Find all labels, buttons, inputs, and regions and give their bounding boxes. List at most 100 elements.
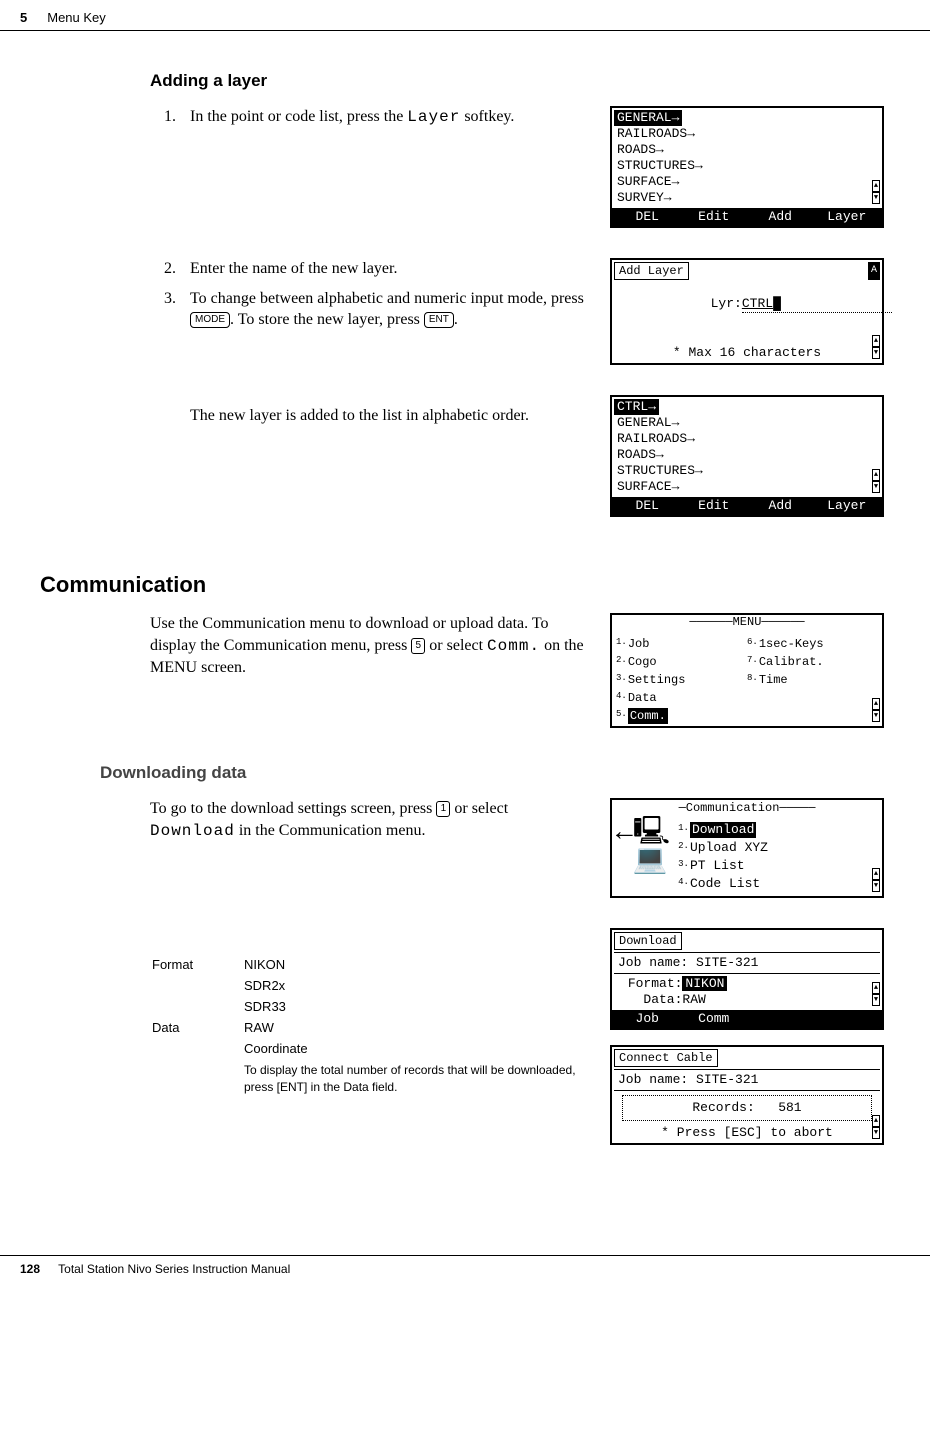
step-list-1: In the point or code list, press the Lay…	[150, 106, 595, 129]
lcd-cable-job: Job name: SITE-321	[614, 1069, 880, 1091]
scroll-indicator-3: ▲▼	[872, 469, 880, 493]
post-row: The new layer is added to the list in al…	[150, 395, 890, 532]
key-1: 1	[436, 801, 450, 817]
menu-title-text: MENU	[733, 615, 762, 629]
dl-format-value: NIKON	[682, 976, 727, 991]
opt-data-0: RAW	[244, 1018, 593, 1037]
step23-row: Enter the name of the new layer. To chan…	[150, 258, 890, 380]
lcd-layer-list-2: CTRL→ GENERAL→ RAILROADS→ ROADS→ STRUCTU…	[610, 395, 884, 517]
step1-row: In the point or code list, press the Lay…	[150, 106, 890, 243]
lcd-layer-list-1: GENERAL→ RAILROADS→ ROADS→ STRUCTURES→ S…	[610, 106, 884, 228]
scroll-indicator-menu: ▲▼	[872, 698, 880, 722]
dl-intro-row: To go to the download settings screen, p…	[150, 798, 890, 913]
lcd3-f2: Add	[747, 498, 814, 514]
dl-data-value: RAW	[682, 992, 705, 1007]
menu-l4-selected: Comm.	[628, 708, 668, 724]
cable-job-label: Job name:	[618, 1072, 688, 1087]
dl-format-row: Format:NIKON	[614, 976, 880, 992]
dl-f1: Comm	[681, 1011, 748, 1027]
content-area: Adding a layer In the point or code list…	[0, 31, 930, 1195]
step1-text-b: softkey.	[460, 108, 514, 125]
dl-c: in the Communication menu.	[235, 822, 426, 839]
menu-l0: Job	[628, 637, 650, 651]
lcd1-line2: ROADS→	[614, 142, 880, 158]
page-number: 128	[20, 1262, 40, 1276]
step-list-2: Enter the name of the new layer. To chan…	[150, 258, 595, 331]
lcd2-value: CTRL	[742, 296, 773, 311]
lcd-menu: ──────MENU────── 1.Job 2.Cogo 3.Settings…	[610, 613, 884, 728]
layer-softkey-label: Layer	[407, 108, 460, 126]
dl-f0: Job	[614, 1011, 681, 1027]
cable-hint: * Press [ESC] to abort	[614, 1125, 880, 1141]
dl-job-value: SITE-321	[696, 955, 758, 970]
lcd1-line4: SURFACE→	[614, 174, 880, 190]
lcd-cable-title: Connect Cable	[614, 1049, 718, 1067]
lcd1-f0: DEL	[614, 209, 681, 225]
lcd-connect-cable: Connect Cable Job name: SITE-321 Records…	[610, 1045, 884, 1145]
lcd3-f1: Edit	[681, 498, 748, 514]
records-box: Records: 581	[622, 1095, 872, 1121]
scroll-indicator-comm: ▲▼	[872, 868, 880, 892]
lcd-add-layer: A Add Layer Lyr:CTRL█ ▲▼ * Max 16 charac…	[610, 258, 884, 365]
heading-adding-layer: Adding a layer	[150, 71, 890, 91]
heading-communication: Communication	[40, 572, 890, 598]
lcd2-field: Lyr:CTRL█	[614, 280, 880, 329]
mode-key: MODE	[190, 312, 230, 328]
step3: To change between alphabetic and numeric…	[180, 288, 595, 331]
adding-post-text: The new layer is added to the list in al…	[150, 405, 595, 427]
cable-job-value: SITE-321	[696, 1072, 758, 1087]
lcd1-line5: SURVEY→	[614, 190, 880, 206]
lcd3-footer: DEL Edit Add Layer	[612, 497, 882, 515]
lcd-menu-title: ──────MENU──────	[612, 613, 882, 630]
lcd1-f2: Add	[747, 209, 814, 225]
menu-l3: Data	[628, 691, 657, 705]
lcd1-line3: STRUCTURES→	[614, 158, 880, 174]
ent-key: ENT	[424, 312, 454, 328]
options-table: Format NIKON SDR2x SDR33 Data RAW Coordi…	[150, 953, 595, 1100]
dl-mono: Download	[150, 822, 235, 840]
lcd1-line0: GENERAL→	[614, 110, 682, 126]
computer-icon: ←🖳 💻	[616, 820, 670, 876]
opt-note: To display the total number of records t…	[244, 1060, 593, 1098]
heading-downloading: Downloading data	[100, 763, 890, 783]
menu-r0: 1sec-Keys	[759, 637, 824, 651]
page-footer: 128 Total Station Nivo Series Instructio…	[0, 1255, 930, 1282]
scroll-indicator-2: ▲▼	[872, 335, 880, 359]
lcd1-f1: Edit	[681, 209, 748, 225]
comm-item1: Upload XYZ	[690, 840, 768, 855]
opt-format-0: NIKON	[244, 955, 593, 974]
comm-intro-row: Use the Communication menu to download o…	[150, 613, 890, 743]
page-header: 5 Menu Key	[0, 0, 930, 31]
menu-r2: Time	[759, 673, 788, 687]
comm-item3: Code List	[690, 876, 760, 891]
comm-list: 1.Download 2.Upload XYZ 3.PT List 4.Code…	[678, 820, 768, 892]
chapter-title: Menu Key	[47, 10, 106, 25]
step2: Enter the name of the new layer.	[180, 258, 595, 280]
lcd-dl-title: Download	[614, 932, 682, 950]
manual-title: Total Station Nivo Series Instruction Ma…	[58, 1262, 290, 1276]
lcd-communication: ─Communication───── ←🖳 💻 1.Download 2.Up…	[610, 798, 884, 898]
lcd3-line0: CTRL→	[614, 399, 659, 415]
menu-r1: Calibrat.	[759, 655, 824, 669]
opt-format-2: SDR33	[244, 997, 593, 1016]
lcd3-line1: GENERAL→	[614, 415, 880, 431]
lcd3-line3: ROADS→	[614, 447, 880, 463]
lcd-comm-title: Communication	[686, 801, 780, 815]
scroll-indicator: ▲▼	[872, 180, 880, 204]
opt-data-label: Data	[152, 1018, 242, 1037]
scroll-indicator-cable: ▲▼	[872, 1115, 880, 1139]
lcd3-f0: DEL	[614, 498, 681, 514]
lcd-download: Download Job name: SITE-321 Format:NIKON…	[610, 928, 884, 1030]
comm-item2: PT List	[690, 858, 745, 873]
chapter-number: 5	[20, 10, 27, 25]
comm-mono: Comm.	[487, 637, 540, 655]
lcd3-line5: SURFACE→	[614, 479, 880, 495]
dl-data-label: Data:	[643, 992, 682, 1007]
dl-a: To go to the download settings screen, p…	[150, 800, 436, 817]
lcd2-hint: * Max 16 characters	[614, 345, 880, 361]
lcd2-title: Add Layer	[614, 262, 689, 280]
opt-format-label: Format	[152, 955, 242, 974]
lcd3-line4: STRUCTURES→	[614, 463, 880, 479]
comm-b: or select	[425, 637, 487, 654]
records-label: Records:	[692, 1100, 754, 1115]
